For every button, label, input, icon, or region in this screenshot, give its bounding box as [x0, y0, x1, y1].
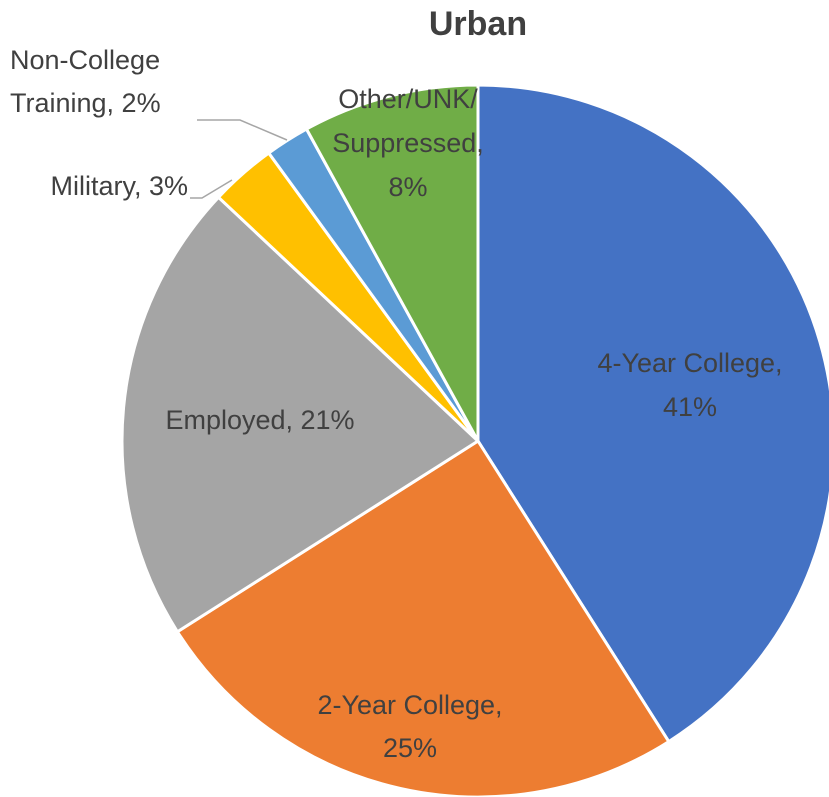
data-label: Other/UNK/	[338, 84, 478, 114]
pie-slice	[175, 439, 671, 797]
leader-line	[190, 179, 233, 199]
data-label: Employed, 21%	[165, 405, 354, 435]
data-label: Non-College	[10, 45, 160, 75]
leader-line	[197, 119, 288, 141]
data-label: Suppressed,	[332, 128, 484, 158]
chart-title: Urban	[429, 5, 527, 43]
data-label: Training, 2%	[10, 88, 161, 118]
data-label: 41%	[663, 392, 717, 422]
pie-slice	[120, 195, 480, 634]
data-label: 4-Year College,	[597, 348, 782, 378]
data-label: 8%	[388, 172, 427, 202]
data-label: Military, 3%	[50, 171, 188, 201]
data-label: 25%	[383, 733, 437, 763]
data-label: 2-Year College,	[317, 690, 502, 720]
pie-slice	[304, 83, 480, 443]
